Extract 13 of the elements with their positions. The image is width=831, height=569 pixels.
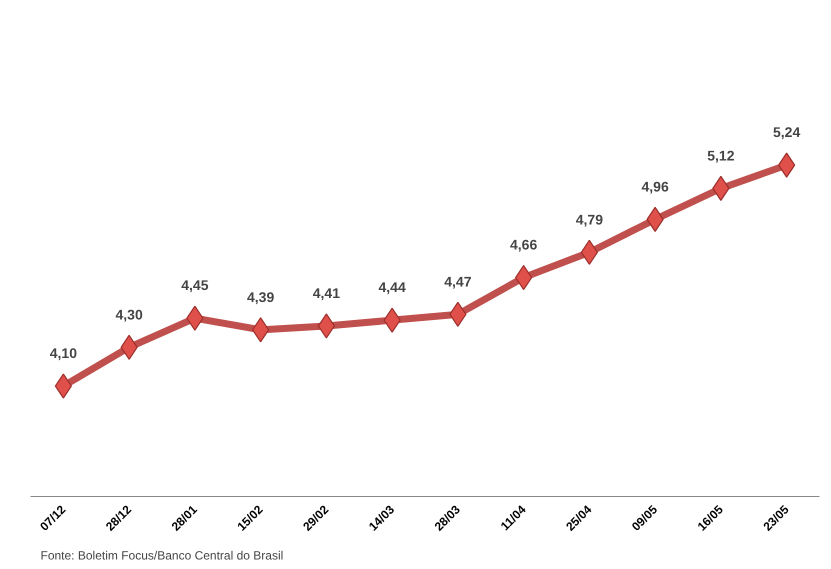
data-label: 4,39 [247,288,274,305]
data-label: 4,44 [378,279,406,296]
data-label: 4,47 [444,273,472,290]
data-label: 5,24 [773,124,800,140]
data-label: 5,12 [707,147,735,164]
data-label: 4,96 [642,178,669,194]
data-label: 4,30 [116,306,143,322]
data-label: 4,10 [50,345,78,362]
data-label: 4,45 [181,277,209,294]
data-label: 4,66 [510,236,538,253]
data-label: 4,41 [312,284,340,301]
source-note: Fonte: Boletim Focus/Banco Central do Brasil [40,548,284,562]
data-label: 4,79 [576,211,604,228]
